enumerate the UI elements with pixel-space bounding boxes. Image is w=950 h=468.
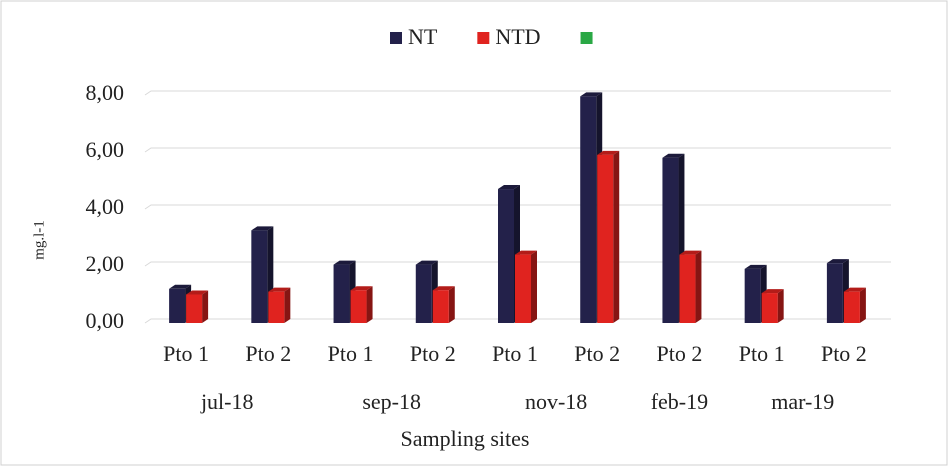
y-tick-label: 0,00	[86, 308, 125, 333]
x-tick-label: Pto 2	[245, 341, 291, 366]
bar-top	[662, 153, 685, 158]
bar-top	[498, 185, 520, 190]
bar-top	[268, 287, 291, 292]
bar-top	[744, 264, 767, 269]
bar-side	[859, 287, 866, 323]
bar	[580, 96, 597, 323]
bar-side	[531, 250, 537, 323]
bar-side	[202, 290, 209, 323]
x-tick-label: Pto 2	[574, 341, 620, 366]
bar	[662, 157, 679, 323]
y-axis-label: mg.l-1	[31, 220, 47, 260]
legend-label: NTD	[495, 24, 540, 49]
bar-side	[613, 150, 620, 323]
grid-line	[144, 261, 891, 267]
group-label: feb-19	[651, 389, 708, 414]
bar-side	[448, 286, 455, 323]
bar-top	[169, 284, 192, 289]
x-tick-label: Pto 1	[328, 341, 374, 366]
grid-line	[144, 318, 891, 324]
bar	[186, 294, 203, 323]
bar	[333, 264, 350, 323]
x-tick-label: Pto 2	[410, 341, 456, 366]
bar	[597, 154, 614, 323]
bar	[679, 254, 696, 323]
x-tick-label: Pto 1	[492, 341, 538, 366]
x-tick-label: Pto 2	[821, 341, 867, 366]
bar-side	[777, 289, 784, 323]
bar	[843, 291, 860, 323]
bar-side	[366, 286, 373, 323]
x-tick-label: Pto 1	[739, 341, 785, 366]
bar-top	[580, 92, 603, 97]
bar-side	[284, 287, 291, 323]
group-label: jul-18	[200, 389, 254, 414]
legend-label: NT	[408, 24, 438, 49]
group-label: sep-18	[362, 389, 421, 414]
bar-top	[251, 226, 274, 231]
y-tick-label: 8,00	[86, 80, 125, 105]
bar	[415, 264, 432, 323]
bar	[350, 290, 367, 323]
bar-top	[333, 260, 356, 265]
bar-top	[761, 289, 784, 294]
bar-top	[186, 290, 209, 295]
grid-line	[144, 147, 891, 153]
bar-top	[597, 150, 620, 155]
y-tick-label: 6,00	[86, 137, 125, 162]
bar-top	[679, 250, 702, 255]
grid-line	[144, 90, 891, 96]
bar	[744, 268, 761, 323]
legend-swatch	[477, 32, 490, 44]
bar	[268, 291, 285, 323]
group-label: mar-19	[771, 389, 834, 414]
x-tick-label: Pto 1	[163, 341, 209, 366]
bar	[761, 293, 778, 323]
bar	[169, 288, 186, 323]
x-axis-label: Sampling sites	[401, 426, 530, 451]
bar	[251, 230, 268, 323]
legend-swatch	[390, 32, 402, 44]
bar-top	[826, 259, 849, 264]
bar	[432, 290, 449, 323]
bar	[498, 189, 514, 323]
bar-top	[843, 287, 866, 292]
bar-top	[515, 250, 537, 255]
bar-side	[695, 250, 702, 323]
y-tick-label: 4,00	[86, 194, 125, 219]
bar-top	[415, 260, 438, 265]
bar-top	[350, 286, 373, 291]
bar	[515, 254, 531, 323]
bar	[826, 263, 843, 323]
grid-line	[144, 204, 891, 210]
group-label: nov-18	[525, 389, 587, 414]
y-tick-label: 2,00	[86, 251, 125, 276]
legend-swatch	[580, 32, 593, 44]
bar-top	[432, 286, 455, 291]
x-tick-label: Pto 2	[657, 341, 703, 366]
